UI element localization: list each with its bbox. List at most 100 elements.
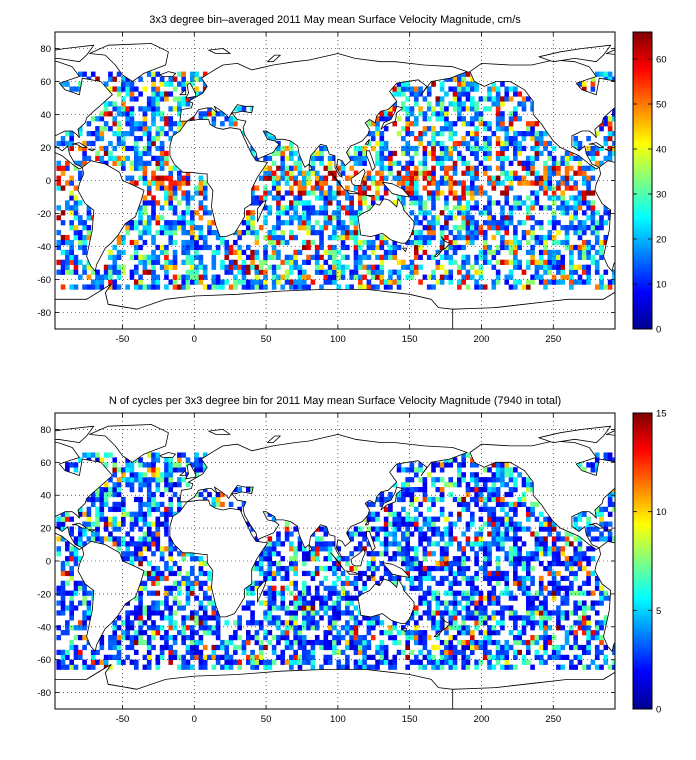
bin-cell (146, 467, 152, 473)
bin-cell (366, 551, 372, 557)
bin-cell (73, 551, 79, 557)
bin-cell (69, 625, 74, 631)
bin-cell (478, 225, 484, 231)
bin-cell (177, 570, 182, 577)
bin-cell (271, 620, 277, 626)
bin-cell (185, 644, 191, 651)
bin-cell (155, 536, 161, 542)
colorbar-tick-label: 0 (656, 325, 661, 336)
bin-cell (607, 491, 613, 498)
bin-cell (392, 521, 398, 527)
bin-cell (586, 649, 591, 656)
bin-cell (465, 590, 471, 596)
bin-cell (69, 516, 74, 522)
bin-cell (258, 284, 264, 290)
bin-cell (336, 205, 342, 211)
bin-cell (86, 234, 92, 241)
bin-cell (289, 205, 294, 211)
bin-cell (487, 664, 492, 670)
bin-cell (586, 516, 591, 522)
coastline (71, 142, 87, 148)
bin-cell (469, 215, 475, 221)
bin-cell (323, 585, 329, 591)
bin-cell (457, 630, 462, 636)
bin-cell (202, 210, 208, 216)
bin-cell (185, 274, 191, 280)
bin-cell (413, 639, 419, 646)
bin-cell (603, 284, 609, 290)
bin-cell (530, 160, 535, 166)
bin-cell (310, 600, 316, 606)
bin-cell (129, 462, 135, 468)
bin-cell (267, 664, 273, 670)
bin-cell (478, 121, 484, 127)
bin-cell (452, 659, 458, 665)
bin-cell (185, 220, 191, 226)
bin-cell (129, 274, 135, 280)
bin-cell (86, 521, 92, 527)
bin-cell (185, 254, 191, 260)
bin-cell (172, 195, 178, 201)
bin-cell (319, 160, 324, 166)
bin-cell (513, 116, 518, 122)
bin-cell (116, 536, 122, 542)
bin-cell (95, 150, 100, 157)
bin-cell (607, 521, 613, 527)
bin-cell (594, 264, 600, 270)
bin-cell (233, 644, 238, 651)
bin-cell (370, 180, 376, 186)
bin-cell (164, 462, 169, 468)
bin-cell (491, 254, 497, 260)
bin-cell (181, 551, 186, 557)
bin-cell (564, 160, 570, 166)
bin-cell (332, 600, 337, 606)
bin-cell (435, 185, 441, 191)
bin-cell (461, 649, 466, 656)
bin-cell (413, 230, 419, 236)
bin-cell (448, 541, 454, 547)
bin-cell (538, 239, 544, 246)
bin-cell (465, 536, 471, 542)
bin-cell (439, 254, 445, 260)
bin-cell (116, 254, 122, 260)
bin-cell (452, 496, 458, 503)
bin-cell (172, 585, 178, 591)
bin-cell (569, 269, 574, 275)
bin-cell (396, 526, 402, 532)
bin-cell (478, 630, 484, 636)
bin-cell (181, 86, 186, 92)
bin-cell (448, 76, 454, 82)
bin-cell (82, 615, 87, 621)
bin-cell (379, 180, 385, 186)
bin-cell (151, 264, 156, 270)
bin-cell (547, 249, 553, 256)
bin-cell (388, 541, 393, 547)
bin-cell (189, 239, 195, 246)
bin-cell (301, 635, 307, 641)
bin-cell (491, 131, 497, 137)
bin-cell (375, 284, 380, 290)
bin-cell (448, 526, 454, 532)
bin-cell (379, 175, 385, 181)
bin-cell (452, 91, 458, 97)
bin-cell (56, 160, 62, 166)
bin-cell (151, 491, 156, 498)
bin-cell (379, 165, 385, 171)
bin-cell (495, 200, 501, 206)
bin-cell (413, 635, 419, 641)
bin-cell (323, 195, 329, 201)
bin-cell (375, 659, 380, 665)
bin-cell (310, 254, 316, 260)
bin-cell (594, 239, 600, 246)
bin-cell (207, 575, 212, 582)
bin-cell (323, 605, 329, 611)
bin-cell (534, 269, 540, 275)
bin-cell (103, 121, 109, 127)
bin-cell (310, 615, 316, 621)
bin-cell (556, 185, 561, 191)
bin-cell (245, 210, 251, 216)
bin-cell (224, 644, 230, 651)
bin-cell (125, 600, 130, 606)
bin-cell (254, 234, 260, 241)
bin-cell (258, 551, 264, 557)
